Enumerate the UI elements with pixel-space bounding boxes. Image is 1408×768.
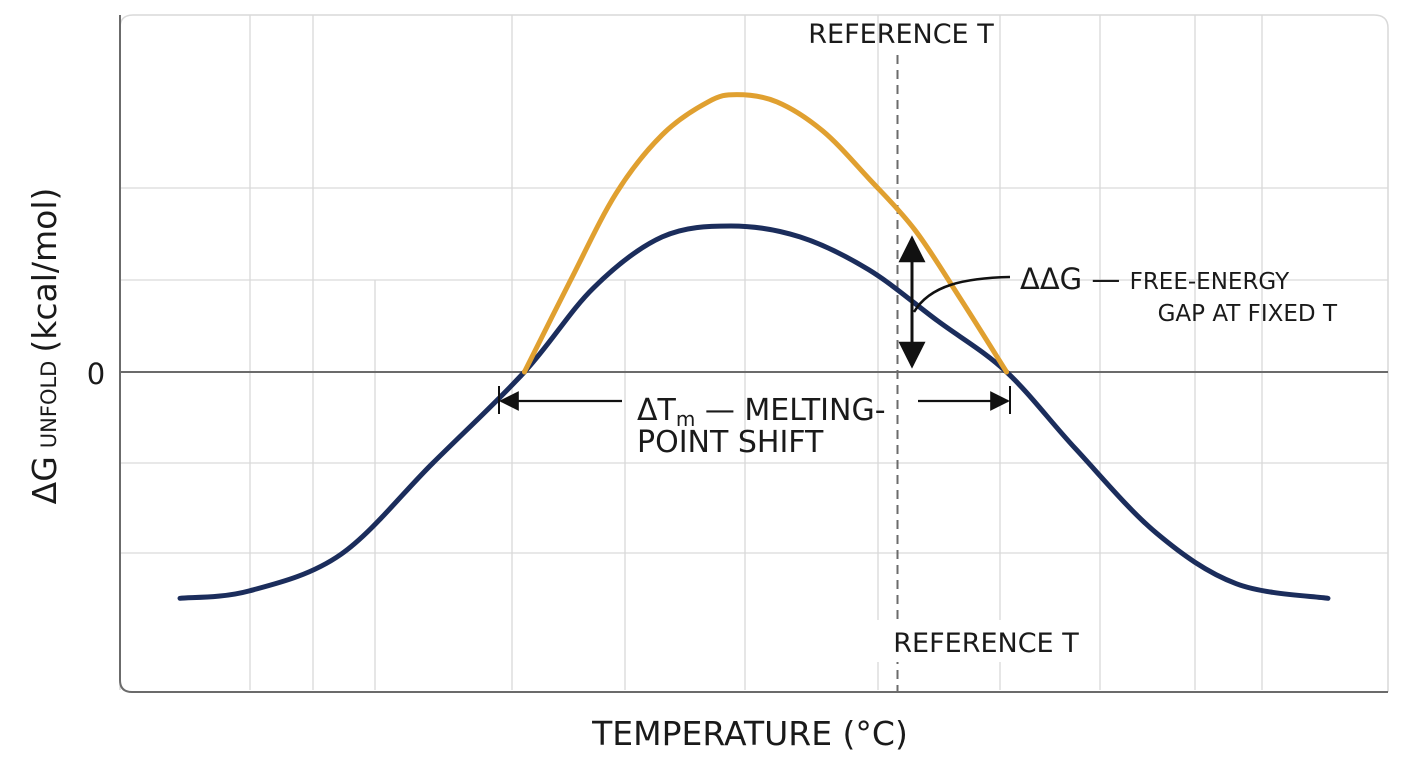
series-line-wild-type	[177, 223, 1331, 601]
delta-tm-arrow	[498, 386, 1011, 414]
y-axis	[119, 15, 1388, 693]
series-line-stabilized	[521, 92, 1010, 375]
y-tick-zero: 0	[87, 357, 105, 391]
delta-delta-g-label-line2: GAP AT FIXED T	[1158, 301, 1338, 327]
delta-delta-g-label: ΔΔG — FREE-ENERGY	[1020, 262, 1290, 296]
grid-lines	[120, 15, 1388, 690]
reference-label-top: REFERENCE T	[808, 19, 994, 50]
x-axis-label: TEMPERATURE (°C)	[591, 714, 908, 753]
delta-tm-label: ΔTm — MELTING-	[637, 393, 886, 431]
y-axis-label: ΔGUNFOLD(kcal/mol)	[25, 188, 64, 505]
reference-label-bottom: REFERENCE T	[893, 628, 1079, 659]
plot-frame	[119, 14, 1389, 692]
delta-delta-g-arrow	[898, 235, 1011, 369]
delta-tm-label-line2: POINT SHIFT	[637, 425, 824, 460]
reference-label-bottom-bg	[870, 620, 1098, 662]
